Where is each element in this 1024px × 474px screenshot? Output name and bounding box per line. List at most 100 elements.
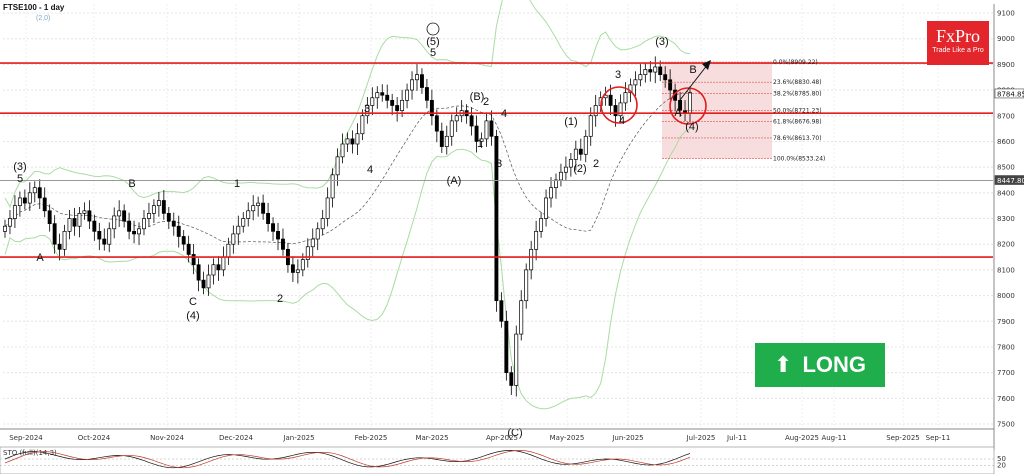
- candle: [549, 177, 553, 208]
- y-tick-label: 9000: [997, 35, 1015, 43]
- candle-body: [350, 138, 355, 145]
- candle: [534, 220, 539, 261]
- candle: [524, 263, 529, 309]
- candle-body: [271, 223, 275, 232]
- candle-body: [325, 197, 330, 219]
- candle-body: [489, 120, 494, 137]
- candle: [57, 233, 62, 261]
- candle: [380, 84, 385, 102]
- candle: [281, 228, 285, 256]
- candle: [305, 238, 310, 268]
- candle-body: [504, 320, 509, 373]
- candle: [320, 210, 325, 236]
- candle: [658, 60, 663, 82]
- chart-title: FTSE100 - 1 day: [3, 3, 65, 12]
- candle: [335, 148, 340, 186]
- candle-body: [519, 300, 524, 335]
- indicator-title: STO (full)(14,3): [3, 449, 57, 457]
- candle-body: [420, 74, 424, 88]
- candle: [231, 225, 236, 254]
- candle: [246, 202, 251, 227]
- candle: [653, 56, 658, 84]
- candle-body: [206, 274, 211, 289]
- candle-body: [256, 202, 261, 207]
- candle-body: [573, 148, 578, 160]
- candle-body: [340, 143, 345, 158]
- candle: [603, 86, 608, 106]
- candle-body: [524, 269, 529, 302]
- wave-label: (4): [186, 310, 199, 322]
- candle-body: [310, 238, 315, 248]
- wave-label: 5: [17, 173, 23, 185]
- candle: [112, 207, 117, 239]
- candle-body: [102, 238, 107, 245]
- candle: [127, 212, 132, 240]
- candle: [97, 222, 102, 251]
- candle: [132, 220, 137, 244]
- candle-body: [236, 225, 241, 235]
- candle: [181, 230, 186, 251]
- fib-level-label: 23.6%(8830.48): [773, 79, 822, 86]
- candle: [191, 243, 196, 275]
- candle: [251, 195, 256, 221]
- candle-body: [405, 89, 410, 101]
- fib-level-label: 61.8%(8676.98): [773, 119, 822, 126]
- candle: [8, 210, 12, 235]
- candle-body: [87, 210, 92, 222]
- candle: [434, 109, 439, 143]
- candle: [519, 290, 524, 341]
- candle-body: [92, 220, 97, 232]
- logo-tagline: Trade Like a Pro: [932, 47, 984, 54]
- candle: [350, 130, 355, 154]
- candle: [216, 256, 221, 281]
- candle-body: [42, 197, 47, 212]
- candle-body: [623, 92, 628, 104]
- candle: [325, 187, 330, 227]
- candle: [47, 204, 52, 232]
- candle-body: [643, 69, 648, 75]
- y-axis: 7500 7600 7700 7800 7900 8000 8100 8200 8300 8400…: [993, 4, 1024, 450]
- candle: [27, 182, 32, 212]
- fxpro-logo: FxPro Trade Like a Pro: [927, 21, 989, 65]
- candle: [415, 64, 419, 91]
- candle: [32, 181, 37, 203]
- candle-body: [653, 66, 658, 73]
- candle-body: [127, 220, 132, 232]
- fib-level-label: 100.0%(8533.24): [773, 156, 825, 163]
- candle: [171, 212, 176, 236]
- candle: [424, 79, 429, 109]
- indicator-level-label: 20: [997, 462, 1006, 470]
- support-resistance-levels: [0, 62, 993, 258]
- candle-body: [107, 228, 112, 245]
- candle-body: [295, 269, 300, 273]
- candle-body: [181, 236, 186, 245]
- candle-body: [241, 218, 246, 227]
- candle: [166, 206, 171, 230]
- highlight-circle: [600, 86, 638, 124]
- wave-label: A: [674, 107, 682, 119]
- candle-body: [196, 264, 201, 281]
- candle-body: [469, 115, 474, 127]
- wave-label: B: [128, 178, 135, 190]
- up-arrow-icon: ⬆: [774, 352, 793, 378]
- wave-label: (1): [564, 116, 577, 128]
- highlight-circles: [600, 60, 711, 125]
- candle-body: [77, 213, 82, 227]
- candle-body: [558, 171, 563, 181]
- fib-level-label: 78.6%(8613.70): [773, 135, 822, 142]
- y-tick-label: 8200: [997, 241, 1015, 249]
- candle-body: [72, 218, 77, 227]
- x-tick-label: Aug-2025: [785, 434, 819, 442]
- candle: [161, 189, 166, 220]
- x-tick-label: Feb-2025: [355, 434, 388, 442]
- candle-body: [380, 92, 385, 96]
- candle: [410, 71, 414, 100]
- indicator-frame: [0, 446, 995, 474]
- candle: [494, 129, 499, 312]
- candle: [439, 122, 444, 153]
- x-tick-label: Sep-11: [926, 434, 951, 442]
- candle: [17, 191, 22, 217]
- candle-body: [47, 210, 52, 224]
- wave-label: (5): [426, 36, 439, 48]
